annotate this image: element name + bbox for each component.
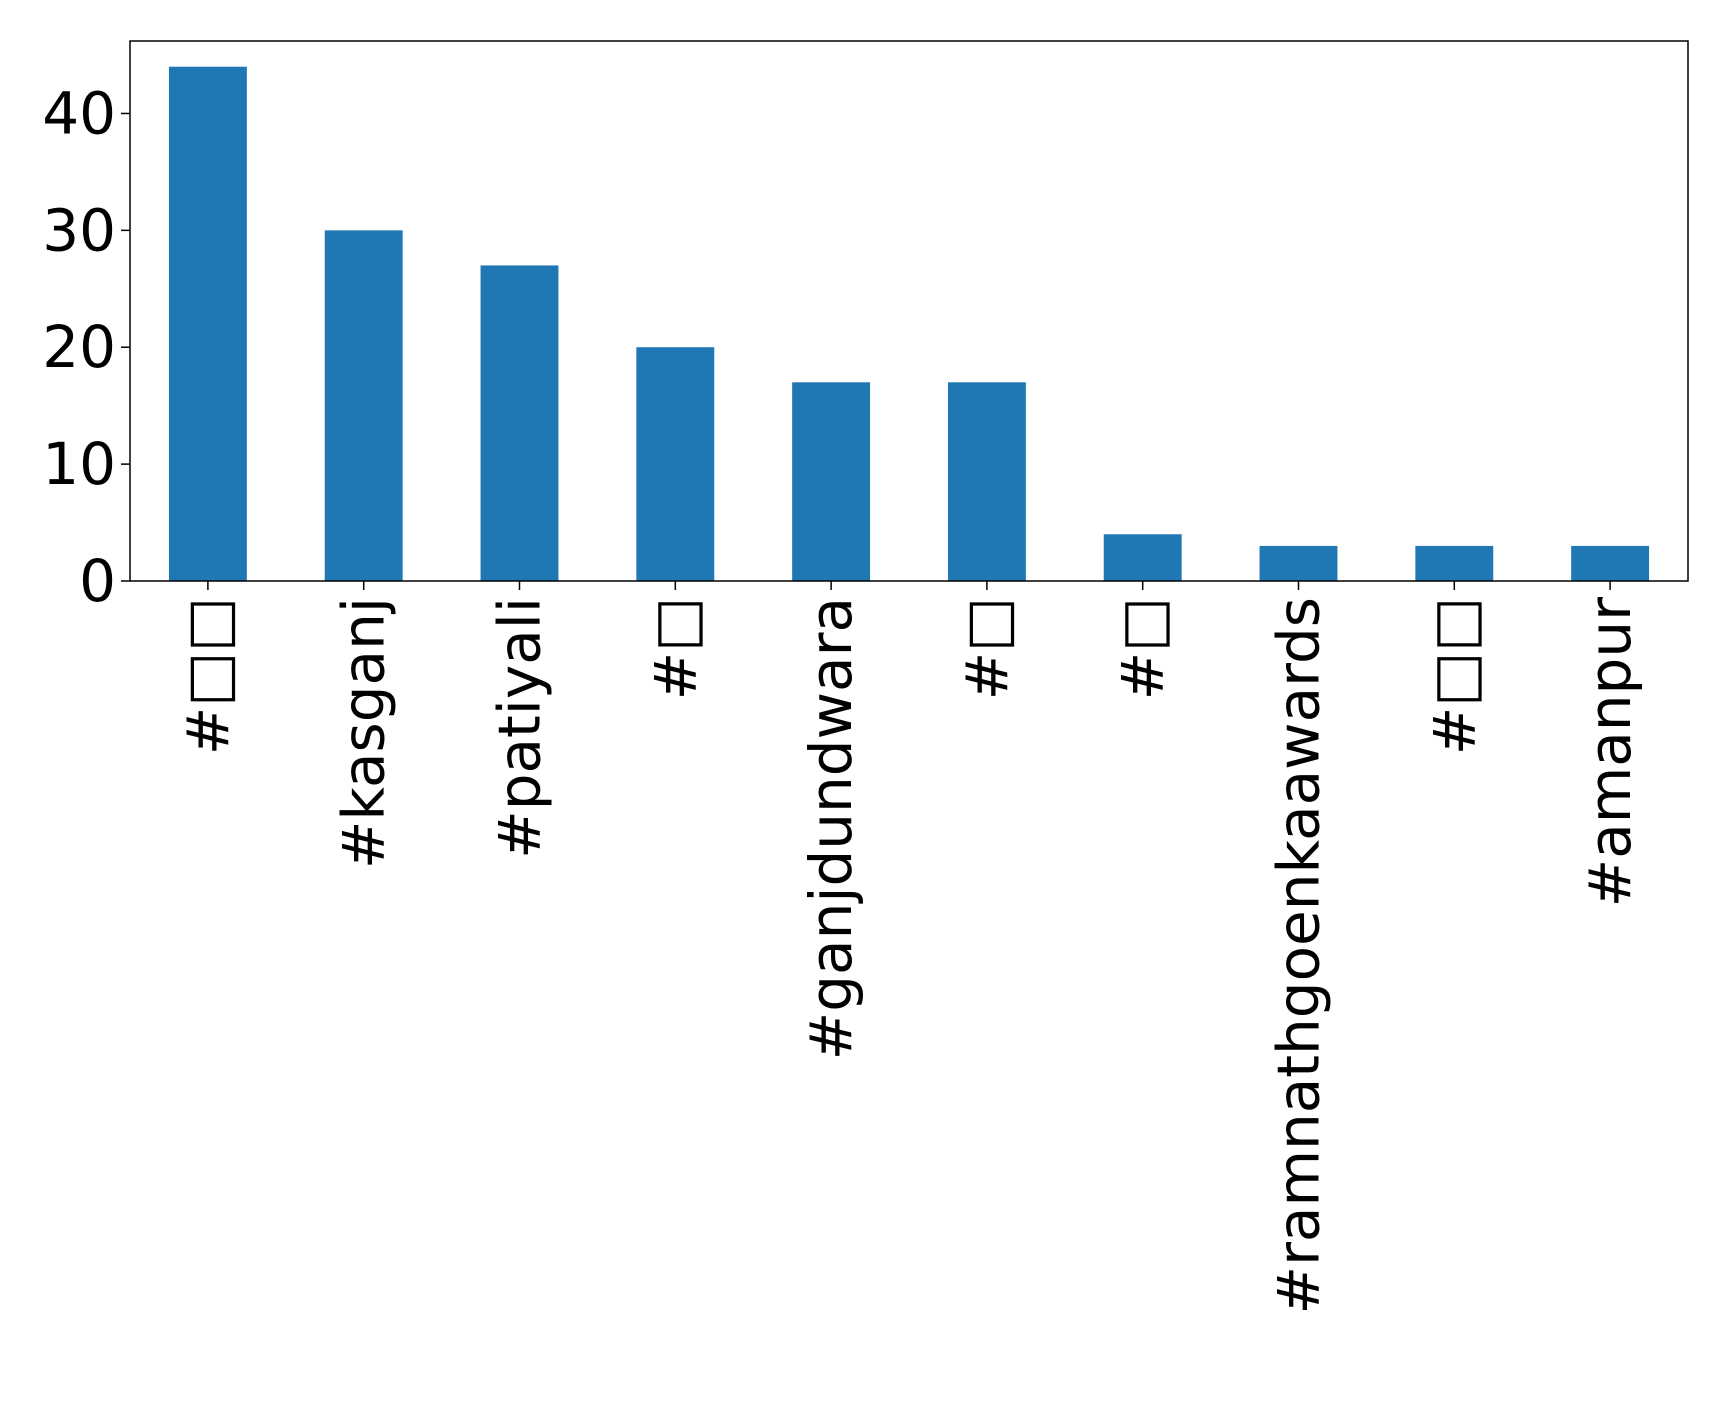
x-tick-label-7: #ramnathgoenkaawards	[1265, 597, 1333, 1315]
bar-3	[636, 347, 715, 581]
bar-2	[480, 265, 559, 581]
x-tick-label-6: #□	[1109, 597, 1177, 700]
bar-1	[324, 230, 403, 581]
bar-8	[1415, 545, 1494, 581]
x-tick-label-3: #□	[641, 597, 709, 700]
bar-0	[168, 66, 247, 581]
y-tick-label-3: 30	[42, 196, 116, 264]
x-axis: #□□ #kasganj #patiyali #□ #ganjdundwara #□ #□ #…	[174, 581, 1644, 1315]
x-tick-label-8: #□□	[1420, 597, 1488, 755]
plot-frame	[129, 40, 1689, 582]
x-tick-label-4: #ganjdundwara	[797, 597, 865, 1060]
y-axis: 0 10 20 30 40	[42, 79, 130, 615]
bar-6	[1103, 534, 1182, 581]
x-tick-label-2: #patiyali	[486, 597, 554, 859]
bar-9	[1571, 545, 1650, 581]
y-tick-label-0: 0	[79, 547, 116, 615]
bar-4	[792, 382, 871, 581]
y-tick-label-4: 40	[42, 79, 116, 147]
y-tick-label-1: 10	[42, 430, 116, 498]
bar-5	[947, 382, 1026, 581]
x-tick-label-9: #amanpur	[1576, 597, 1644, 908]
y-tick-label-2: 20	[42, 313, 116, 381]
x-tick-label-5: #□	[953, 597, 1021, 700]
bars-group	[168, 66, 1650, 581]
x-tick-label-1: #kasganj	[330, 597, 398, 869]
bar-7	[1259, 545, 1338, 581]
x-tick-label-0: #□□	[174, 597, 242, 755]
